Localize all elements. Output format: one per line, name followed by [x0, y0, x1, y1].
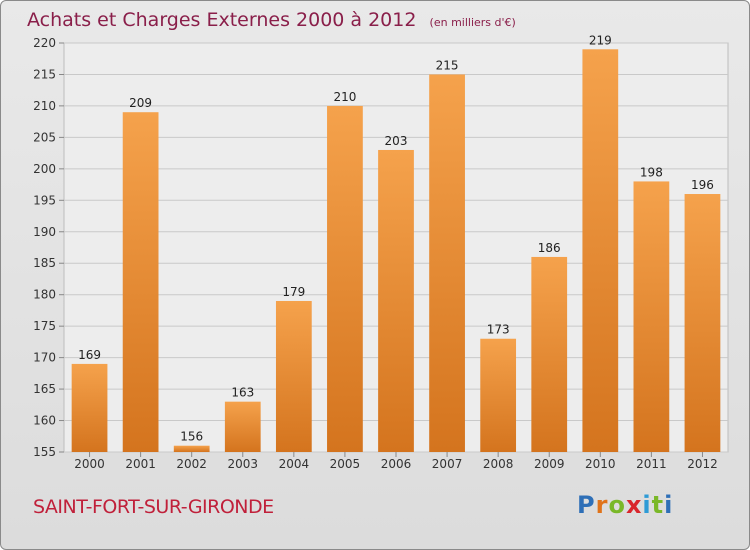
y-tick-label: 205: [33, 130, 56, 144]
logo-letter: P: [577, 491, 596, 519]
x-tick-label: 2007: [432, 457, 463, 471]
bar: [275, 300, 312, 452]
x-tick-label: 2012: [687, 457, 718, 471]
bar: [378, 149, 414, 452]
y-tick-label: 195: [33, 193, 56, 207]
x-tick-label: 2004: [279, 457, 310, 471]
data-label: 169: [78, 348, 101, 362]
y-tick-label: 185: [33, 256, 56, 270]
commune-name: SAINT-FORT-SUR-GIRONDE: [33, 496, 274, 518]
bar: [173, 445, 210, 452]
data-label: 215: [436, 58, 459, 72]
logo-letter: x: [625, 491, 643, 519]
data-label: 196: [691, 178, 714, 192]
y-tick-label: 200: [33, 162, 56, 176]
data-label: 156: [180, 430, 203, 444]
data-label: 163: [231, 386, 254, 400]
x-axis: 2000 2001 2002 2003 2004 2005 2006 2007 2008 2009…: [74, 452, 718, 471]
data-label: 179: [282, 285, 305, 299]
x-tick-label: 2008: [483, 457, 514, 471]
chart-header: Achats et Charges Externes 2000 à 2012 (…: [27, 9, 516, 31]
logo-letter: t: [651, 491, 665, 519]
logo-letter: r: [595, 491, 609, 519]
bar: [327, 105, 363, 452]
logo-letter: o: [608, 491, 626, 519]
chart-title: Achats et Charges Externes 2000 à 2012: [27, 9, 417, 31]
chart-unit: (en milliers d'€): [429, 16, 516, 29]
bar: [224, 401, 261, 452]
bars: [71, 49, 721, 453]
x-tick-label: 2010: [585, 457, 616, 471]
bar: [429, 74, 465, 452]
data-labels: 169 209 156 163 179 210 203 215 173 186 219 198 196: [78, 33, 714, 443]
data-label: 210: [333, 90, 356, 104]
x-tick-label: 2002: [176, 457, 207, 471]
data-label: 173: [487, 323, 510, 337]
x-tick-label: 2009: [534, 457, 565, 471]
data-label: 186: [538, 241, 561, 255]
data-label: 203: [385, 134, 408, 148]
bar: [582, 49, 619, 453]
bar: [531, 256, 568, 452]
y-tick-label: 220: [33, 36, 56, 50]
y-tick-label: 210: [33, 99, 56, 113]
data-label: 219: [589, 33, 612, 47]
data-label: 209: [129, 96, 152, 110]
bar: [122, 112, 159, 452]
x-tick-label: 2011: [636, 457, 667, 471]
logo-letter: i: [664, 491, 674, 519]
y-tick-label: 190: [33, 225, 56, 239]
bar: [633, 181, 670, 452]
logo-letter: i: [642, 491, 652, 519]
y-tick-label: 180: [33, 288, 56, 302]
bar: [480, 338, 517, 452]
bar: [71, 363, 108, 452]
x-tick-label: 2001: [125, 457, 156, 471]
proxiti-logo[interactable]: Proxiti: [577, 491, 673, 519]
y-tick-label: 160: [33, 414, 56, 428]
y-tick-label: 170: [33, 351, 56, 365]
data-label: 198: [640, 165, 663, 179]
y-tick-label: 155: [33, 445, 56, 459]
y-axis: 155 160 165 170 175 180 185 190 195 200 205 210 215 2…: [33, 36, 64, 459]
bar: [684, 194, 721, 452]
x-tick-label: 2006: [381, 457, 412, 471]
x-tick-label: 2003: [227, 457, 258, 471]
x-tick-label: 2000: [74, 457, 105, 471]
x-tick-label: 2005: [330, 457, 361, 471]
y-tick-label: 215: [33, 67, 56, 81]
y-tick-label: 175: [33, 319, 56, 333]
y-tick-label: 165: [33, 382, 56, 396]
